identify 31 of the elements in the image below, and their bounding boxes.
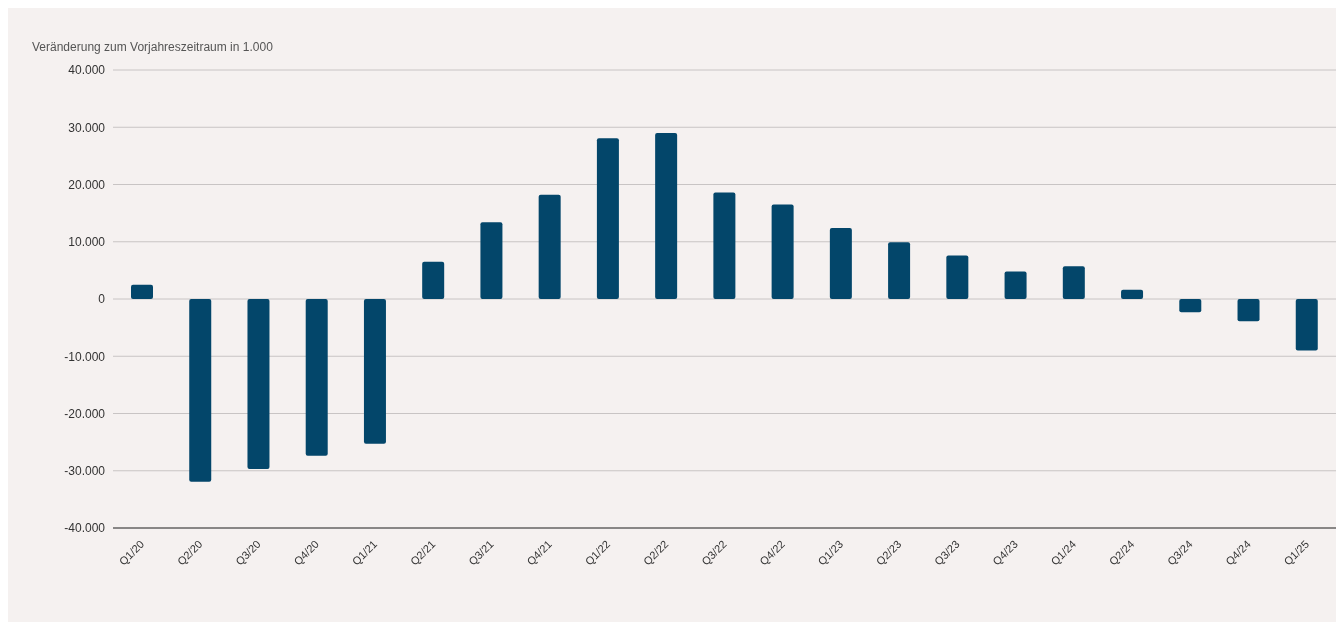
bar [596,138,619,299]
y-tick-label: 20.000 [68,177,106,192]
bar [1121,289,1144,299]
bar [247,299,270,470]
bar [1237,299,1260,322]
bar [1295,299,1318,351]
bar [888,242,911,299]
y-tick-label: -10.000 [64,349,106,364]
bar [305,299,328,456]
y-axis-title: Veränderung zum Vorjahreszeitraum in 1.000 [32,40,273,54]
bar [480,222,503,299]
bar [422,261,445,299]
y-tick-label: 0 [98,292,106,307]
y-tick-label: 10.000 [68,235,106,250]
bar [189,299,212,482]
y-tick-label: -40.000 [64,521,106,536]
y-tick-label: 30.000 [68,120,106,135]
bar [713,192,736,299]
bar [1179,299,1202,313]
bar [829,228,852,299]
bar [131,284,153,299]
y-tick-label: -20.000 [64,406,106,421]
bar [946,255,969,299]
bar [538,194,561,299]
y-tick-label: -30.000 [64,464,106,479]
bar [771,204,794,299]
bar [363,299,386,444]
bar [1062,266,1085,299]
bar [655,132,678,299]
bar [1004,271,1027,299]
y-tick-label: 40.000 [68,63,106,78]
